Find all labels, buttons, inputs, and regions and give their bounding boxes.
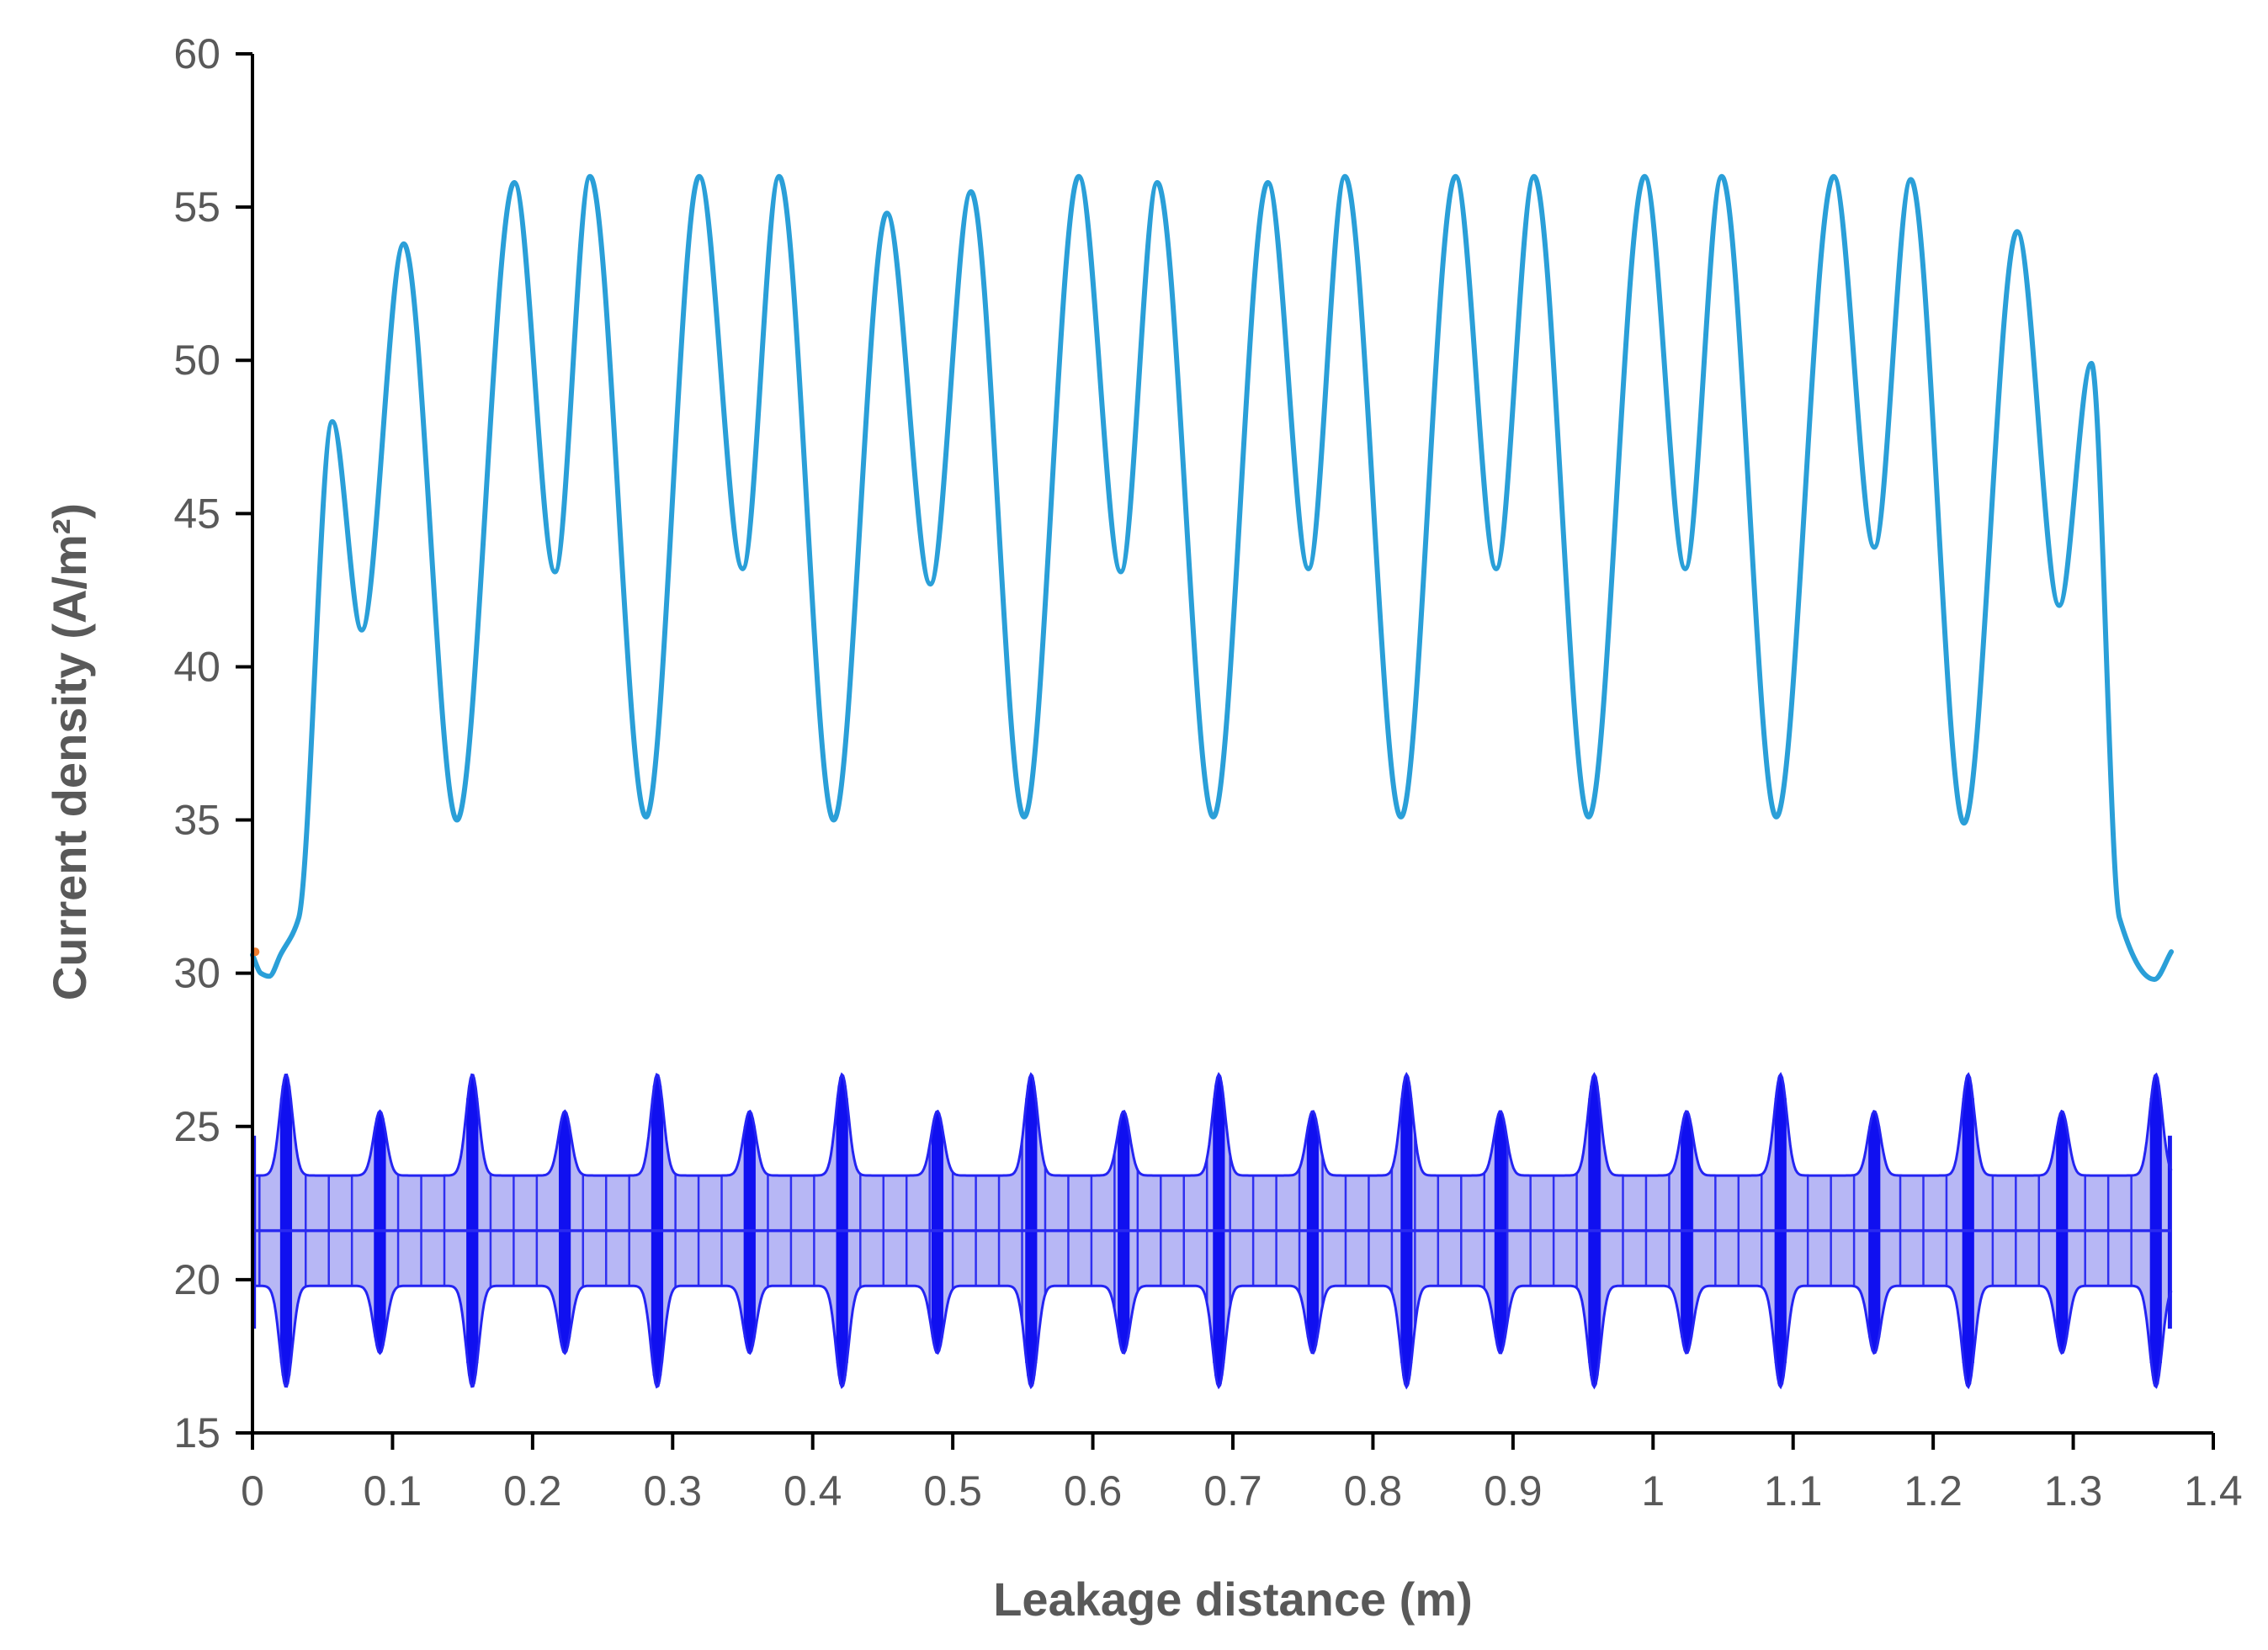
- x-tick-label: 0.4: [783, 1467, 842, 1515]
- band-lower-edge: [252, 1284, 2173, 1390]
- x-tick-label: 0.9: [1484, 1467, 1543, 1515]
- x-axis-title: Leakage distance (m): [993, 1573, 1473, 1626]
- y-tick-label: 30: [173, 950, 220, 997]
- x-tick-label: 0.7: [1203, 1467, 1262, 1515]
- x-tick-label: 0.2: [503, 1467, 562, 1515]
- y-tick-label: 55: [173, 183, 220, 231]
- y-tick-label: 15: [173, 1409, 220, 1456]
- cyan-line-series: [250, 173, 2175, 982]
- x-tick-label: 1.2: [1904, 1467, 1963, 1515]
- x-tick-label: 0.3: [644, 1467, 703, 1515]
- axes: [236, 52, 2215, 1450]
- x-tick-label: 1: [1641, 1467, 1665, 1515]
- tick-labels: 15 20 25 30 35 40 45 50 55 60 0 0.1 0.2 0.3 0.4 0.5 0.6 0…: [173, 30, 2242, 1515]
- blue-band-series: [252, 1071, 2173, 1390]
- x-tick-label: 1.3: [2044, 1467, 2103, 1515]
- y-tick-label: 25: [173, 1103, 220, 1150]
- band-upper-edge: [252, 1071, 2173, 1177]
- y-axis-title: Current density (A/m²): [43, 503, 96, 1000]
- x-tick-label: 1.1: [1764, 1467, 1823, 1515]
- y-tick-label: 60: [173, 30, 220, 77]
- x-tick-label: 0: [241, 1467, 264, 1515]
- y-tick-label: 40: [173, 643, 220, 690]
- x-tick-label: 1.4: [2184, 1467, 2243, 1515]
- cyan-line-path: [250, 173, 2175, 982]
- x-tick-label: 0.1: [364, 1467, 422, 1515]
- y-tick-label: 20: [173, 1256, 220, 1303]
- y-tick-label: 35: [173, 797, 220, 844]
- x-tick-label: 0.5: [923, 1467, 982, 1515]
- x-tick-label: 0.6: [1064, 1467, 1123, 1515]
- y-tick-label: 45: [173, 490, 220, 537]
- x-tick-label: 0.8: [1344, 1467, 1403, 1515]
- y-tick-label: 50: [173, 337, 220, 384]
